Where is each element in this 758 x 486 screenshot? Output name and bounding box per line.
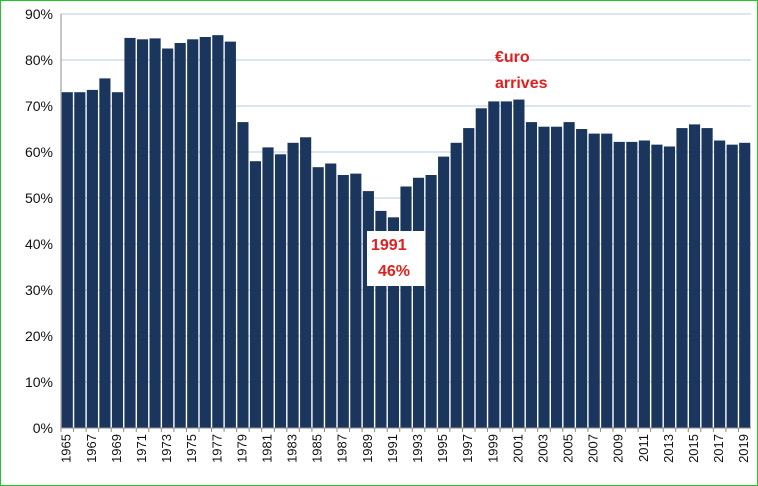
bar-2011 bbox=[638, 140, 650, 428]
bar-1980 bbox=[249, 161, 262, 428]
bar-1991 bbox=[387, 217, 400, 428]
bar-2018 bbox=[726, 144, 738, 428]
bar-1981 bbox=[262, 147, 274, 428]
y-tick-label: 30% bbox=[25, 282, 53, 298]
x-tick-label: 2001 bbox=[510, 434, 525, 463]
bar-1973 bbox=[162, 48, 174, 428]
bar-1997 bbox=[463, 128, 475, 428]
bar-1989 bbox=[362, 191, 374, 428]
x-tick-label: 2013 bbox=[661, 434, 676, 463]
annotation-euro-arrives: arrives bbox=[495, 75, 548, 92]
bar-2015 bbox=[688, 124, 701, 429]
bar-1985 bbox=[312, 167, 324, 428]
bar-1977 bbox=[212, 35, 224, 428]
bar-1990 bbox=[375, 210, 387, 428]
x-tick-label: 2011 bbox=[636, 434, 651, 462]
x-tick-label: 1991 bbox=[385, 434, 400, 463]
bar-1996 bbox=[450, 142, 462, 429]
x-tick-label: 1993 bbox=[410, 434, 425, 463]
x-tick-label: 2019 bbox=[736, 434, 751, 463]
y-tick-label: 20% bbox=[25, 328, 53, 344]
bar-1994 bbox=[425, 175, 437, 428]
bar-2008 bbox=[601, 133, 613, 428]
x-tick-label: 1977 bbox=[209, 434, 224, 463]
y-tick-label: 80% bbox=[25, 52, 53, 68]
x-tick-label: 2007 bbox=[586, 434, 601, 463]
bar-2017 bbox=[714, 140, 726, 428]
x-tick-label: 1999 bbox=[485, 434, 500, 463]
x-tick-label: 2003 bbox=[535, 434, 550, 463]
bar-1966 bbox=[74, 92, 86, 428]
bar-1969 bbox=[111, 92, 124, 428]
bar-1993 bbox=[412, 177, 425, 428]
x-tick-label: 2015 bbox=[686, 434, 701, 463]
bar-2003 bbox=[538, 126, 550, 428]
y-tick-label: 60% bbox=[25, 144, 53, 160]
bar-1968 bbox=[99, 78, 111, 429]
x-tick-label: 1987 bbox=[335, 434, 350, 463]
bar-1975 bbox=[187, 39, 199, 429]
x-tick-label: 2005 bbox=[561, 434, 576, 463]
bar-1986 bbox=[325, 163, 337, 428]
annotation-euro-arrives: €uro bbox=[495, 49, 530, 66]
bar-1995 bbox=[438, 156, 450, 428]
x-tick-label: 1973 bbox=[159, 434, 174, 463]
bar-2016 bbox=[701, 128, 713, 428]
x-tick-label: 1995 bbox=[435, 434, 450, 463]
x-tick-label: 1989 bbox=[360, 434, 375, 463]
y-tick-label: 40% bbox=[25, 236, 53, 252]
bar-1983 bbox=[287, 142, 299, 429]
bar-2014 bbox=[676, 128, 688, 428]
x-tick-label: 1975 bbox=[184, 434, 199, 463]
y-tick-label: 70% bbox=[25, 98, 53, 114]
bar-1988 bbox=[350, 173, 362, 428]
y-tick-label: 90% bbox=[25, 6, 53, 22]
bar-2019 bbox=[739, 142, 751, 429]
bar-1970 bbox=[124, 37, 136, 429]
x-tick-label: 1985 bbox=[310, 434, 325, 463]
bar-1984 bbox=[300, 137, 312, 428]
x-tick-label: 1971 bbox=[134, 434, 149, 463]
bar-1978 bbox=[224, 41, 236, 428]
annotation-1991-box bbox=[367, 231, 425, 286]
bar-1974 bbox=[174, 42, 186, 428]
x-tick-label: 1979 bbox=[234, 434, 249, 463]
bar-1987 bbox=[337, 175, 349, 428]
x-tick-label: 1969 bbox=[109, 434, 124, 463]
bar-1998 bbox=[475, 108, 487, 429]
bar-2005 bbox=[563, 122, 575, 428]
bar-2007 bbox=[588, 133, 600, 428]
x-tick-label: 1997 bbox=[460, 434, 475, 463]
bar-2004 bbox=[550, 126, 563, 428]
bar-1967 bbox=[86, 89, 98, 429]
y-tick-label: 0% bbox=[33, 420, 53, 436]
bar-2009 bbox=[613, 141, 625, 428]
bar-1979 bbox=[237, 122, 249, 428]
annotation-1991-low: 46% bbox=[378, 263, 410, 280]
annotation-1991-low: 1991 bbox=[371, 237, 407, 254]
bar-1982 bbox=[274, 154, 287, 429]
bar-1965 bbox=[61, 92, 73, 428]
x-tick-label: 1965 bbox=[59, 434, 74, 463]
bar-2002 bbox=[525, 122, 538, 428]
bar-2000 bbox=[500, 101, 512, 429]
x-tick-label: 1967 bbox=[84, 434, 99, 463]
y-tick-label: 10% bbox=[25, 374, 53, 390]
bar-2010 bbox=[626, 141, 638, 428]
bar-1992 bbox=[400, 186, 412, 428]
x-tick-label: 2017 bbox=[711, 434, 726, 463]
bar-2013 bbox=[663, 146, 676, 429]
y-tick-label: 50% bbox=[25, 190, 53, 206]
x-tick-label: 1981 bbox=[259, 434, 274, 463]
bar-1972 bbox=[149, 38, 161, 428]
bar-1976 bbox=[199, 37, 211, 428]
bar-2001 bbox=[513, 99, 525, 428]
x-tick-label: 2009 bbox=[611, 434, 626, 463]
bar-1971 bbox=[136, 39, 149, 429]
bar-2012 bbox=[651, 144, 663, 428]
bar-2006 bbox=[576, 129, 588, 428]
x-tick-label: 1983 bbox=[285, 434, 300, 463]
bar-1999 bbox=[488, 101, 500, 429]
